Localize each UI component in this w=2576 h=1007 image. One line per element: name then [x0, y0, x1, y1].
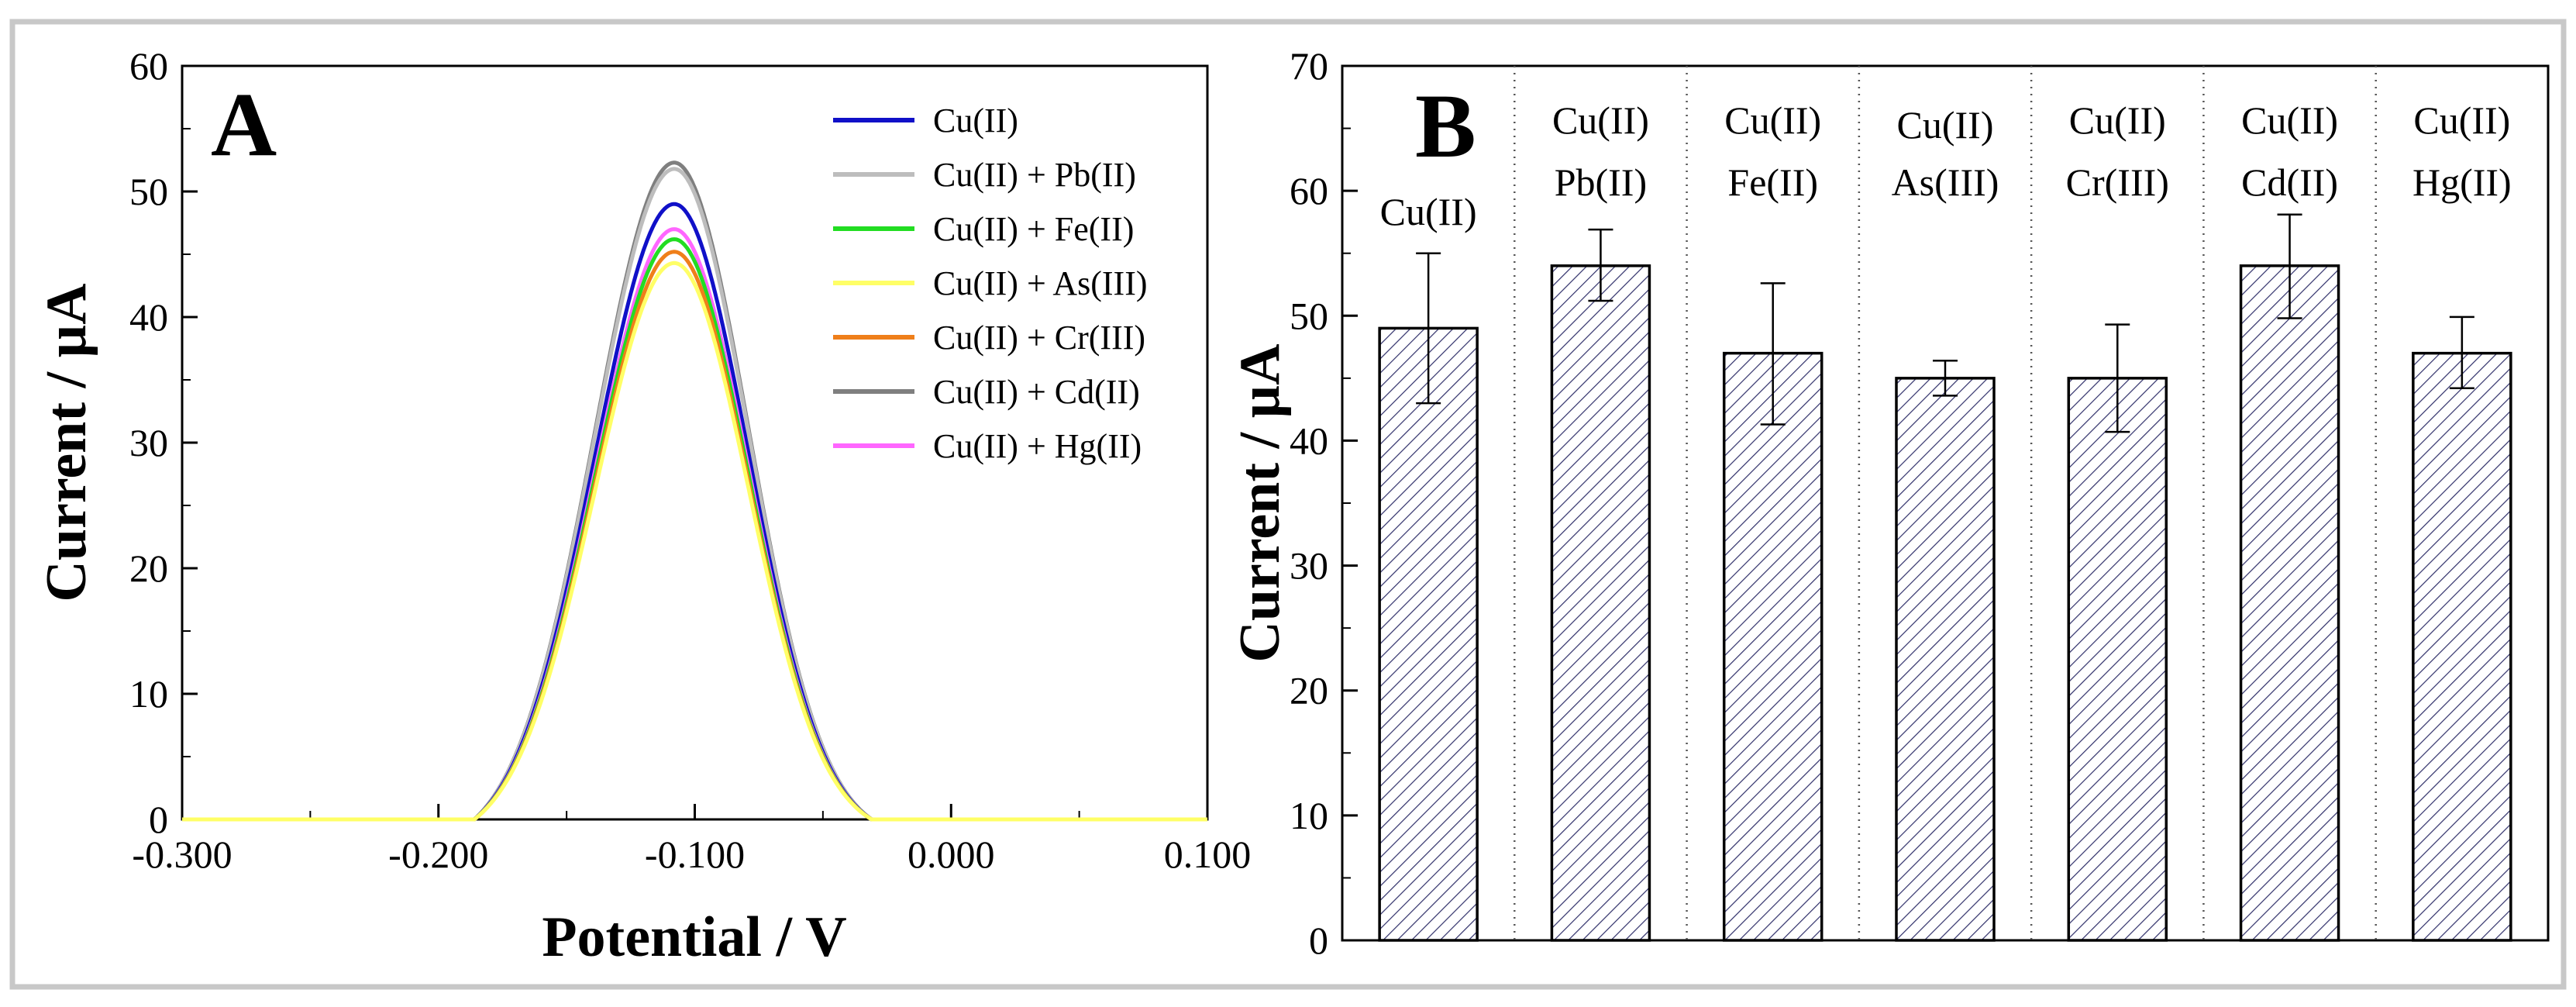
panel-a-x-tick-label: -0.100 [645, 833, 745, 876]
panel-a-legend-label: Cu(II) [933, 102, 1018, 140]
panel-a-x-tick-label: 0.000 [907, 833, 995, 876]
panel-b-bar [2239, 264, 2340, 942]
panel-b-y-tick-label: 60 [1290, 169, 1328, 212]
panel-a-y-tick-label: 0 [149, 798, 168, 841]
panel-b-category-label: Fe(II) [1727, 160, 1818, 204]
panel-a-y-tick-label: 30 [129, 421, 168, 464]
panel-a-x-tick-label: -0.200 [388, 833, 488, 876]
panel-b-category-label: Cu(II) [2069, 98, 2166, 142]
panel-b-category-label: Cu(II) [2241, 98, 2338, 142]
panel-a-y-tick-label: 50 [129, 170, 168, 213]
panel-b-bar [1378, 326, 1479, 942]
panel-a-legend-label: Cu(II) + Pb(II) [933, 156, 1136, 194]
panel-b-category-label: Cu(II) [1724, 98, 1821, 142]
panel-a-y-tick-label: 60 [129, 44, 168, 88]
panel-b-bar [1895, 377, 1996, 942]
panel-b-category-label: Cu(II) [1552, 98, 1649, 142]
panel-a-legend-label: Cu(II) + Cd(II) [933, 373, 1140, 411]
panel-b-category-label: As(III) [1892, 160, 1999, 204]
panel-a-y-tick-label: 10 [129, 672, 168, 716]
panel-b-category-label: Cd(II) [2241, 160, 2338, 204]
panel-a-x-axis-title: Potential / V [542, 905, 846, 969]
panel-a-legend-label: Cu(II) + Cr(III) [933, 319, 1145, 357]
panel-b-bar [2412, 351, 2512, 942]
panel-b-category-label: Cu(II) [1380, 190, 1477, 233]
panel-b-y-tick-label: 30 [1290, 544, 1328, 588]
panel-b-y-tick-label: 50 [1290, 294, 1328, 337]
panel-a-letter: A [211, 74, 277, 175]
panel-b-bar-chart: 0 10 20 30 40 50 60 70 Cu(II) Cu(II) Pb(II) Cu(II)… [1228, 44, 2550, 962]
panel-a-legend-label: Cu(II) + Hg(II) [933, 427, 1142, 465]
panel-a-voltammogram: -0.300 -0.200 -0.100 0.000 0.100 0 10 20 30 40 50 6… [35, 44, 1251, 969]
panel-a-series-line [181, 260, 1208, 822]
panel-a-y-tick-label: 40 [129, 295, 168, 339]
panel-a-x-tick-label: -0.300 [132, 833, 232, 876]
panel-b-y-axis-title: Current / µA [1228, 343, 1292, 662]
panel-b-bar [1550, 264, 1651, 942]
panel-b-category-label: Pb(II) [1555, 160, 1647, 204]
panel-b-bar [2067, 377, 2168, 942]
panel-b-y-tick-label: 40 [1290, 419, 1328, 462]
panel-a-legend-label: Cu(II) + Fe(II) [933, 210, 1134, 248]
panel-b-y-tick-label: 70 [1290, 44, 1328, 88]
panel-b-category-label: Hg(II) [2412, 160, 2512, 204]
panel-a-legend-label: Cu(II) + As(III) [933, 264, 1148, 302]
panel-a-y-tick-label: 20 [129, 547, 168, 590]
panel-b-category-label: Cu(II) [1897, 103, 1994, 147]
panel-b-letter: B [1415, 75, 1476, 177]
panel-b-category-label: Cu(II) [2413, 98, 2510, 142]
panel-a-y-axis-title: Current / µA [35, 283, 98, 602]
panel-b-category-label: Cr(III) [2066, 160, 2169, 204]
panel-b-y-tick-label: 10 [1290, 794, 1328, 837]
panel-b-y-tick-label: 0 [1309, 919, 1328, 962]
panel-b-bar [1722, 351, 1824, 942]
panel-a-legend: Cu(II) Cu(II) + Pb(II) Cu(II) + Fe(II) Cu(I… [833, 102, 1148, 465]
panel-a-x-tick-label: 0.100 [1164, 833, 1252, 876]
panel-b-y-tick-label: 20 [1290, 669, 1328, 712]
